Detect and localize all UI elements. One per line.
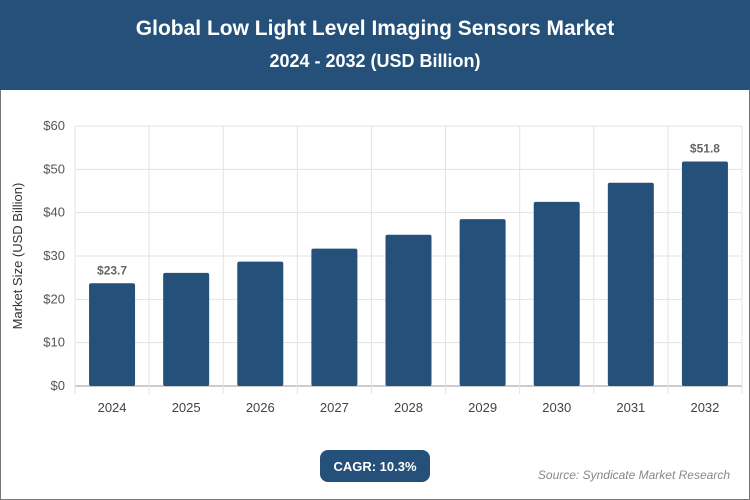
chart-title: Global Low Light Level Imaging Sensors M… <box>135 17 615 40</box>
data-label-2032: $51.8 <box>690 142 720 156</box>
chart-subtitle: 2024 - 2032 (USD Billion) <box>269 51 481 71</box>
x-tick-label: 2025 <box>172 400 201 415</box>
y-tick-label: $0 <box>51 378 65 393</box>
x-tick-label: 2028 <box>394 400 423 415</box>
bar-2024 <box>89 283 136 386</box>
bar-2031 <box>607 182 654 386</box>
cagr-badge: CAGR: 10.3% <box>320 450 430 482</box>
bar-2028 <box>385 234 432 386</box>
y-axis-label: Market Size (USD Billion) <box>10 183 25 330</box>
bar-2032 <box>681 161 728 386</box>
bar-2025 <box>163 272 210 386</box>
y-tick-label: $10 <box>43 335 65 350</box>
source-note: Source: Syndicate Market Research <box>537 468 730 482</box>
bar-2029 <box>459 219 506 386</box>
data-label-2024: $23.7 <box>97 263 127 277</box>
chart-header: Global Low Light Level Imaging Sensors M… <box>0 0 750 90</box>
bar-2027 <box>311 248 358 386</box>
x-tick-label: 2030 <box>542 400 571 415</box>
y-tick-label: $20 <box>43 291 65 306</box>
y-tick-label: $60 <box>43 118 65 133</box>
bar-2030 <box>533 201 580 386</box>
x-tick-label: 2024 <box>98 400 127 415</box>
y-tick-label: $40 <box>43 205 65 220</box>
bar-chart: $0 $10 $20 $30 $40 $50 $60 Market Size (USD Bil… <box>10 118 743 415</box>
x-tick-label: 2031 <box>616 400 645 415</box>
x-tick-label: 2029 <box>468 400 497 415</box>
x-tick-label: 2032 <box>690 400 719 415</box>
bar-2026 <box>237 261 284 386</box>
y-tick-label: $50 <box>43 161 65 176</box>
x-tick-label: 2027 <box>320 400 349 415</box>
y-tick-label: $30 <box>43 248 65 263</box>
x-tick-label: 2026 <box>246 400 275 415</box>
